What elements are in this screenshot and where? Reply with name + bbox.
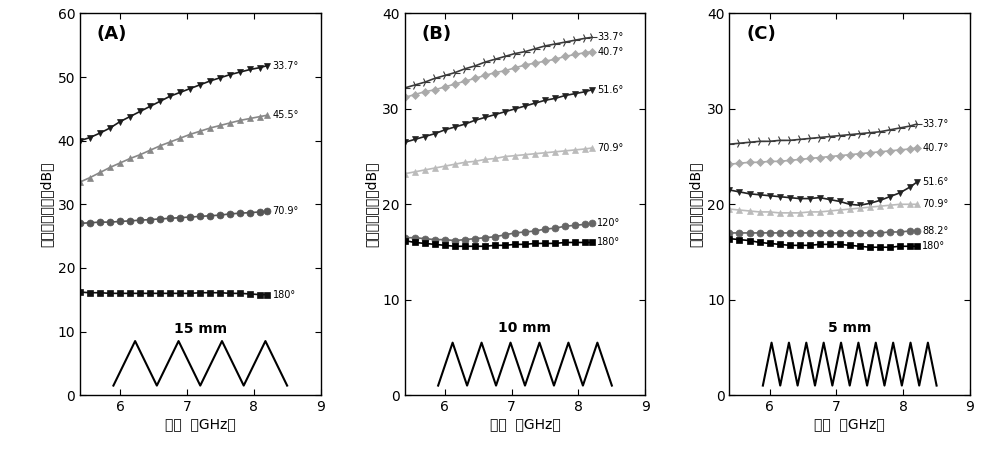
Text: 88.2°: 88.2° xyxy=(922,226,948,236)
Text: 51.6°: 51.6° xyxy=(922,177,948,187)
Y-axis label: 电磁屏蔽效能（dB）: 电磁屏蔽效能（dB） xyxy=(689,162,703,247)
Text: 120°: 120° xyxy=(597,218,621,229)
Text: 70.9°: 70.9° xyxy=(922,199,948,209)
Text: 180°: 180° xyxy=(922,241,945,251)
Text: 33.7°: 33.7° xyxy=(597,32,624,42)
Text: (C): (C) xyxy=(746,25,776,43)
Text: 5 mm: 5 mm xyxy=(828,321,871,335)
Text: 40.7°: 40.7° xyxy=(597,47,624,57)
Text: 180°: 180° xyxy=(273,290,296,299)
Text: 33.7°: 33.7° xyxy=(273,61,299,70)
X-axis label: 频率  （GHz）: 频率 （GHz） xyxy=(814,417,885,431)
X-axis label: 频率  （GHz）: 频率 （GHz） xyxy=(165,417,236,431)
Y-axis label: 电磁屏蔽效能（dB）: 电磁屏蔽效能（dB） xyxy=(39,162,53,247)
Y-axis label: 电磁屏蔽效能（dB）: 电磁屏蔽效能（dB） xyxy=(364,162,378,247)
Text: 180°: 180° xyxy=(597,238,620,247)
Text: 45.5°: 45.5° xyxy=(273,110,299,120)
Text: 40.7°: 40.7° xyxy=(922,143,948,153)
X-axis label: 频率  （GHz）: 频率 （GHz） xyxy=(490,417,560,431)
Text: 70.9°: 70.9° xyxy=(273,206,299,216)
Text: (A): (A) xyxy=(97,25,127,43)
Text: 15 mm: 15 mm xyxy=(174,322,227,336)
Text: 10 mm: 10 mm xyxy=(498,321,551,335)
Text: (B): (B) xyxy=(422,25,452,43)
Text: 70.9°: 70.9° xyxy=(597,143,624,153)
Text: 51.6°: 51.6° xyxy=(597,85,624,95)
Text: 33.7°: 33.7° xyxy=(922,119,948,129)
